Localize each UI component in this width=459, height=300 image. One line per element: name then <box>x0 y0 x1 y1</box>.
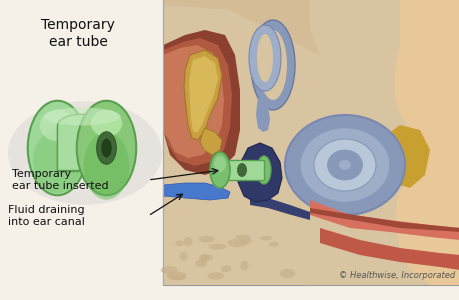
Ellipse shape <box>268 242 278 247</box>
Ellipse shape <box>213 156 225 172</box>
Ellipse shape <box>227 238 247 247</box>
Polygon shape <box>163 38 231 166</box>
Polygon shape <box>163 183 230 200</box>
Polygon shape <box>375 125 429 188</box>
Ellipse shape <box>200 255 213 260</box>
Polygon shape <box>258 30 286 100</box>
Ellipse shape <box>28 101 87 195</box>
Polygon shape <box>237 143 281 202</box>
Ellipse shape <box>40 110 75 141</box>
Ellipse shape <box>175 241 184 246</box>
Polygon shape <box>163 45 224 158</box>
Polygon shape <box>163 210 309 285</box>
Ellipse shape <box>160 266 177 274</box>
Ellipse shape <box>199 254 208 263</box>
Ellipse shape <box>77 101 136 195</box>
Polygon shape <box>251 20 294 110</box>
Ellipse shape <box>208 244 226 250</box>
Polygon shape <box>57 114 106 170</box>
Ellipse shape <box>299 128 389 202</box>
Polygon shape <box>394 0 459 285</box>
Ellipse shape <box>179 252 188 261</box>
Ellipse shape <box>183 237 192 246</box>
Ellipse shape <box>285 115 404 215</box>
FancyBboxPatch shape <box>57 125 106 170</box>
Polygon shape <box>319 228 459 270</box>
Ellipse shape <box>259 236 272 241</box>
Text: Temporary
ear tube: Temporary ear tube <box>41 18 115 49</box>
Ellipse shape <box>169 275 186 280</box>
Text: © Healthwise, Incorporated: © Healthwise, Incorporated <box>338 271 454 280</box>
Ellipse shape <box>195 260 207 267</box>
FancyBboxPatch shape <box>219 160 263 180</box>
Ellipse shape <box>240 238 251 244</box>
Ellipse shape <box>236 163 246 177</box>
Polygon shape <box>184 50 222 140</box>
Ellipse shape <box>210 152 230 188</box>
Ellipse shape <box>166 272 186 280</box>
Polygon shape <box>248 25 280 91</box>
Polygon shape <box>189 56 218 133</box>
Ellipse shape <box>235 235 251 239</box>
Ellipse shape <box>96 132 116 164</box>
Ellipse shape <box>8 101 162 205</box>
Polygon shape <box>309 208 459 232</box>
Polygon shape <box>256 98 269 132</box>
Ellipse shape <box>257 156 270 184</box>
Text: Temporary
ear tube inserted: Temporary ear tube inserted <box>12 169 108 191</box>
Polygon shape <box>309 200 459 240</box>
Ellipse shape <box>207 272 224 280</box>
Ellipse shape <box>338 160 350 170</box>
Ellipse shape <box>101 139 112 158</box>
Ellipse shape <box>198 236 214 242</box>
Ellipse shape <box>33 130 82 193</box>
Ellipse shape <box>240 260 248 270</box>
Ellipse shape <box>90 110 122 137</box>
Ellipse shape <box>327 150 362 180</box>
Polygon shape <box>163 0 459 90</box>
Ellipse shape <box>84 132 129 200</box>
Ellipse shape <box>44 107 120 125</box>
Text: Fluid draining
into ear canal: Fluid draining into ear canal <box>8 205 85 227</box>
Ellipse shape <box>279 269 294 278</box>
Polygon shape <box>162 30 240 175</box>
Ellipse shape <box>220 265 231 272</box>
Polygon shape <box>257 34 272 82</box>
FancyBboxPatch shape <box>163 0 459 285</box>
Polygon shape <box>309 0 459 100</box>
Polygon shape <box>200 128 222 155</box>
Ellipse shape <box>313 139 375 191</box>
Polygon shape <box>249 195 309 220</box>
